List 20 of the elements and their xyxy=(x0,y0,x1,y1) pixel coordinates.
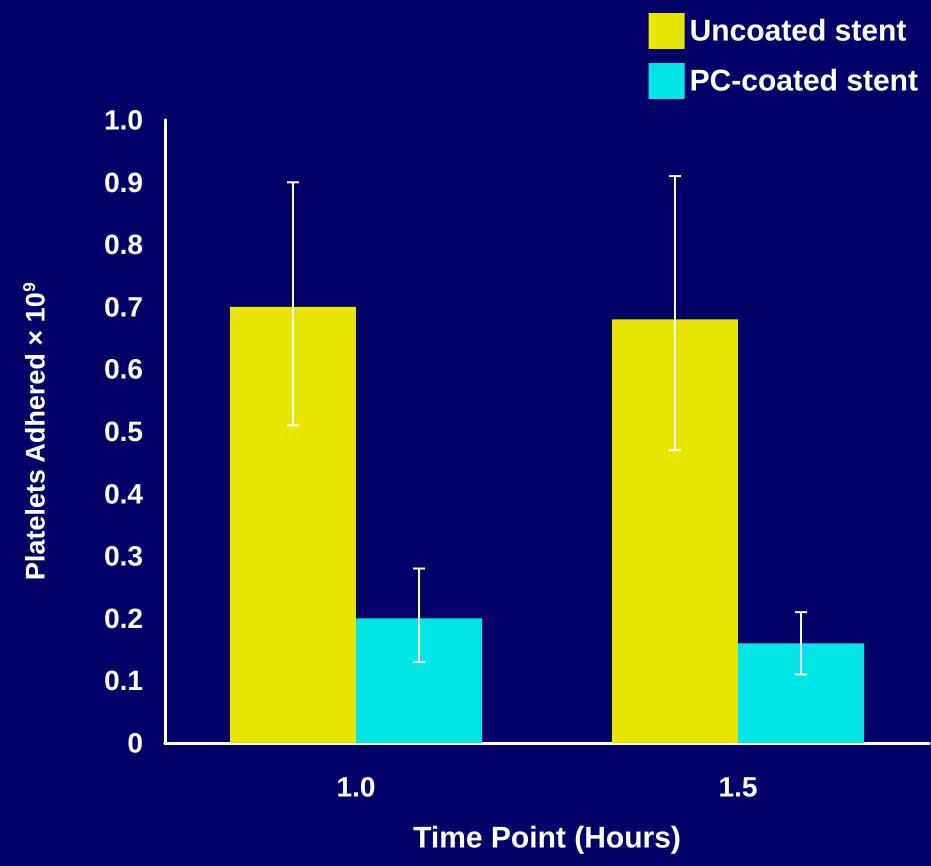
y-tick-label: 0.7 xyxy=(104,291,143,322)
legend-label: Uncoated stent xyxy=(690,14,906,48)
bar xyxy=(230,306,356,743)
y-tick-label: 0.5 xyxy=(104,416,143,447)
y-tick-label: 0.3 xyxy=(104,540,143,572)
x-axis-title: Time Point (Hours) xyxy=(413,822,681,854)
y-tick-label: 1.0 xyxy=(104,104,143,136)
y-axis-title: Platelets Adhered × 109 xyxy=(20,282,50,580)
bar xyxy=(356,618,482,743)
y-tick-label: 0.9 xyxy=(104,166,143,198)
bar xyxy=(612,319,738,743)
y-tick-label: 0 xyxy=(127,728,143,758)
y-tick-label: 0.1 xyxy=(104,665,143,696)
y-tick-label: 0.2 xyxy=(104,602,143,634)
y-tick-label: 0.8 xyxy=(104,229,143,260)
y-tick-label: 0.4 xyxy=(104,478,144,510)
x-tick-label: 1.5 xyxy=(718,772,758,802)
y-tick-label: 0.6 xyxy=(104,354,143,385)
legend-label: PC-coated stent xyxy=(690,64,918,98)
bar xyxy=(738,643,864,743)
